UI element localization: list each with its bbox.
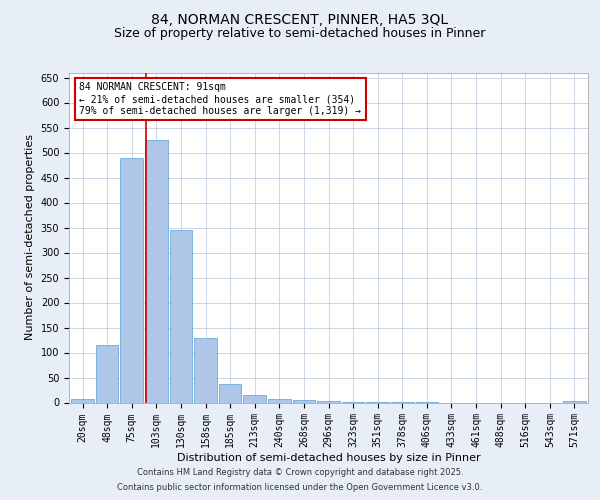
Text: 84 NORMAN CRESCENT: 91sqm
← 21% of semi-detached houses are smaller (354)
79% of: 84 NORMAN CRESCENT: 91sqm ← 21% of semi-… bbox=[79, 82, 361, 116]
Bar bbox=[170, 230, 192, 402]
Bar bbox=[317, 401, 340, 402]
Text: Size of property relative to semi-detached houses in Pinner: Size of property relative to semi-detach… bbox=[115, 28, 485, 40]
Bar bbox=[71, 398, 94, 402]
Bar bbox=[96, 345, 118, 403]
Bar bbox=[563, 401, 586, 402]
Bar bbox=[194, 338, 217, 402]
Bar bbox=[268, 398, 290, 402]
Text: Contains public sector information licensed under the Open Government Licence v3: Contains public sector information licen… bbox=[118, 483, 482, 492]
Bar bbox=[293, 400, 315, 402]
X-axis label: Distribution of semi-detached houses by size in Pinner: Distribution of semi-detached houses by … bbox=[176, 453, 481, 463]
Text: 84, NORMAN CRESCENT, PINNER, HA5 3QL: 84, NORMAN CRESCENT, PINNER, HA5 3QL bbox=[151, 12, 449, 26]
Text: Contains HM Land Registry data © Crown copyright and database right 2025.: Contains HM Land Registry data © Crown c… bbox=[137, 468, 463, 477]
Bar bbox=[244, 395, 266, 402]
Bar bbox=[219, 384, 241, 402]
Bar bbox=[121, 158, 143, 402]
Bar bbox=[145, 140, 167, 402]
Y-axis label: Number of semi-detached properties: Number of semi-detached properties bbox=[25, 134, 35, 340]
